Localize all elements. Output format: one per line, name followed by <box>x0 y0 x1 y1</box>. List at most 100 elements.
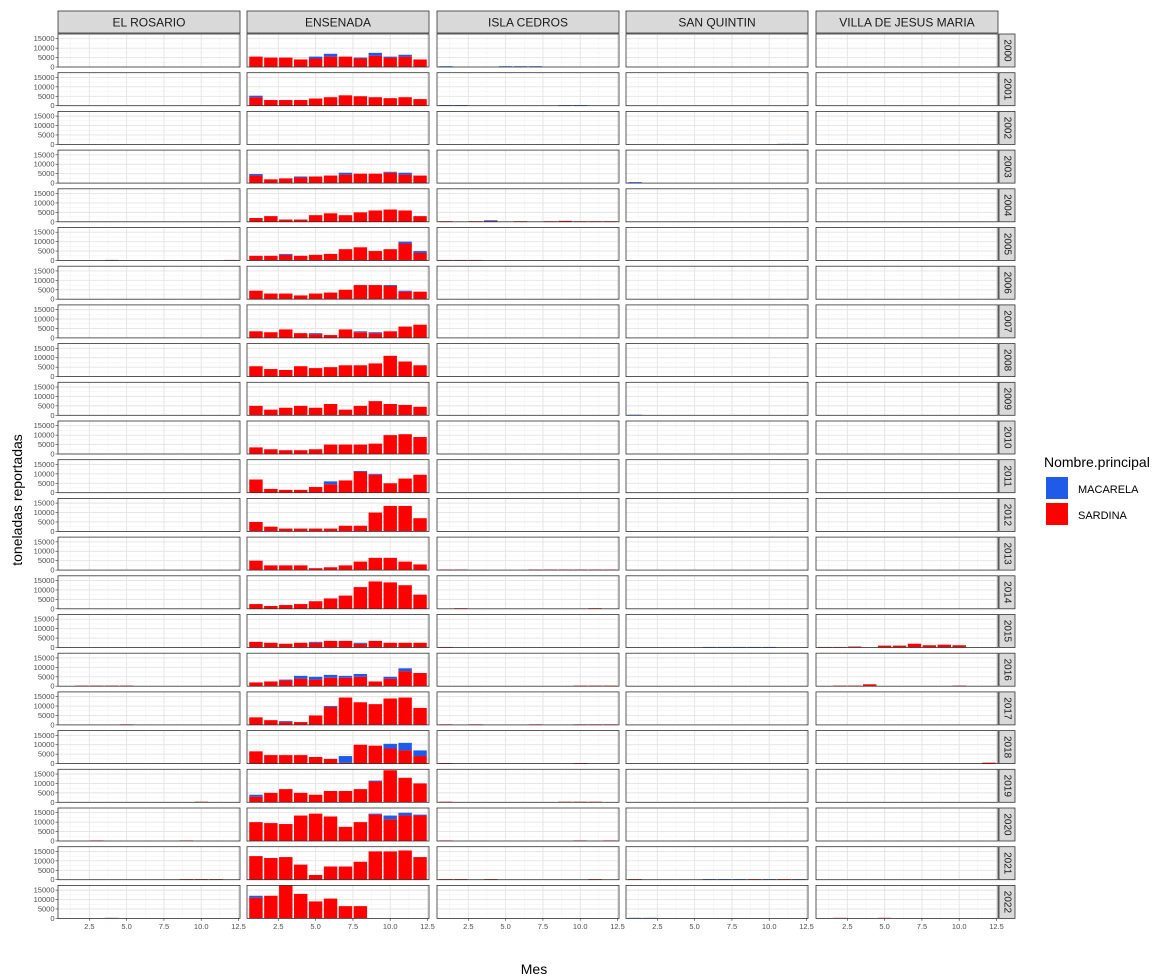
panel-2004-villa-de-jesus-maria <box>815 188 999 223</box>
bar-macarela-2005-ensenada-m11 <box>398 241 412 244</box>
panel-2008-isla-cedros <box>436 343 620 378</box>
bar-sardina-2020-ensenada-m4 <box>293 815 308 841</box>
bar-sardina-2007-ensenada-m5 <box>308 334 323 338</box>
bar-sardina-2022-ensenada-m7 <box>338 906 353 919</box>
panel-2016-isla-cedros <box>436 652 620 687</box>
bar-sardina-2008-ensenada-m5 <box>308 368 323 377</box>
bar-sardina-2011-ensenada-m2 <box>264 488 278 493</box>
y-tick-label: 5000 <box>38 208 55 217</box>
panel-bg <box>626 575 808 609</box>
bar-sardina-2014-ensenada-m2 <box>264 605 278 609</box>
y-tick-label: 0 <box>50 914 54 923</box>
row-label-2021: 2021 <box>1002 852 1013 875</box>
bar-macarela-2020-ensenada-m9 <box>368 813 383 815</box>
panel-2021-san-quintin <box>625 846 809 881</box>
y-tick-label: 10000 <box>34 392 55 401</box>
panel-2017-el-rosario <box>57 691 241 726</box>
panel-2011-el-rosario <box>57 459 241 494</box>
y-tick-label: 15000 <box>34 150 55 159</box>
panel-bg <box>58 72 240 106</box>
bar-sardina-2018-ensenada-m4 <box>293 755 308 764</box>
bar-sardina-2007-ensenada-m6 <box>323 335 338 338</box>
bar-sardina-2005-ensenada-m10 <box>383 249 397 261</box>
y-tick-label: 15000 <box>34 460 55 469</box>
panel-bg <box>437 846 619 880</box>
bar-sardina-2005-ensenada-m12 <box>413 252 427 261</box>
bar-sardina-2008-ensenada-m2 <box>264 369 278 377</box>
y-tick-label: 15000 <box>34 808 55 817</box>
bar-sardina-2018-ensenada-m11 <box>398 750 412 764</box>
panel-border <box>436 614 620 648</box>
bar-sardina-2000-ensenada-m10 <box>383 57 397 67</box>
legend-swatch-macarela <box>1046 477 1068 499</box>
bar-macarela-2007-ensenada-m5 <box>308 333 323 335</box>
bar-sardina-2012-ensenada-m9 <box>368 512 383 532</box>
panel-border <box>625 149 809 184</box>
bar-macarela-2018-ensenada-m12 <box>413 750 427 757</box>
panel-bg <box>437 808 619 841</box>
y-tick-label: 5000 <box>38 479 55 488</box>
panel-border <box>436 730 620 764</box>
bar-macarela-2015-ensenada-m8 <box>353 642 368 644</box>
panel-bg <box>816 808 998 841</box>
panel-2022-villa-de-jesus-maria <box>815 885 999 919</box>
y-tick-label: 0 <box>50 720 54 729</box>
y-tick-label: 10000 <box>34 276 55 285</box>
y-tick-label: 15000 <box>34 770 55 779</box>
panel-2012-san-quintin <box>625 497 809 532</box>
row-strip-2002 <box>998 111 1016 145</box>
panel-2012-isla-cedros <box>436 497 620 532</box>
y-tick-label: 0 <box>50 488 54 497</box>
panel-bg <box>626 188 808 222</box>
bar-sardina-2015-villa-de-jesus-maria-m9 <box>937 644 952 648</box>
bar-sardina-2016-ensenada-m12 <box>413 673 427 687</box>
bar-sardina-2016-ensenada-m7 <box>338 677 353 687</box>
bar-sardina-2000-ensenada-m6 <box>323 56 338 67</box>
bar-sardina-2003-ensenada-m1 <box>249 175 263 184</box>
panel-border <box>57 730 241 764</box>
bar-sardina-2019-ensenada-m5 <box>308 794 323 803</box>
y-tick-label: 10000 <box>34 740 55 749</box>
y-tick-label: 15000 <box>34 847 55 856</box>
bar-macarela-2016-ensenada-m11 <box>398 668 412 672</box>
legend-title: Nombre.principal <box>1044 454 1150 470</box>
y-tick-label: 5000 <box>38 556 55 565</box>
row-label-2016: 2016 <box>1002 659 1013 682</box>
bar-sardina-2020-ensenada-m1 <box>249 822 263 841</box>
row-strip-2019 <box>998 768 1016 803</box>
panel-2016-el-rosario <box>57 652 241 687</box>
row-strip-2006 <box>998 265 1016 300</box>
panel-border <box>815 846 999 881</box>
y-tick-label: 10000 <box>34 508 55 517</box>
y-tick-label: 5000 <box>38 711 55 720</box>
column-strip-ensenada <box>246 10 430 34</box>
y-tick-label: 0 <box>50 798 54 807</box>
panel-2001-isla-cedros <box>436 72 620 107</box>
y-tick-label: 10000 <box>34 818 55 827</box>
bar-sardina-2015-villa-de-jesus-maria-m8 <box>922 645 937 648</box>
panel-2012-ensenada <box>246 497 430 532</box>
x-tick-label: 5.0 <box>689 922 699 931</box>
panel-border <box>436 807 620 842</box>
panel-2005-isla-cedros <box>436 227 620 261</box>
bar-sardina-2012-ensenada-m3 <box>279 528 293 532</box>
panel-border <box>246 614 430 648</box>
bar-sardina-2016-ensenada-m3 <box>279 680 293 687</box>
bar-sardina-2020-ensenada-m7 <box>338 826 353 841</box>
y-tick-label: 0 <box>50 295 54 304</box>
panel-border <box>815 497 999 532</box>
y-tick-label: 15000 <box>34 537 55 546</box>
bar-sardina-2013-ensenada-m6 <box>323 567 338 571</box>
y-tick-label: 15000 <box>34 499 55 508</box>
panel-border <box>625 459 809 494</box>
bar-sardina-2014-ensenada-m5 <box>308 601 323 609</box>
panel-border <box>57 149 241 184</box>
bar-sardina-2005-ensenada-m5 <box>308 254 323 261</box>
column-strip-villa-de-jesus-maria <box>815 10 999 34</box>
y-tick-label: 5000 <box>38 53 55 62</box>
bar-sardina-2003-ensenada-m10 <box>383 172 397 184</box>
panel-2013-villa-de-jesus-maria <box>815 536 999 571</box>
panel-2021-villa-de-jesus-maria <box>815 846 999 881</box>
bar-sardina-2021-ensenada-m9 <box>368 851 383 880</box>
